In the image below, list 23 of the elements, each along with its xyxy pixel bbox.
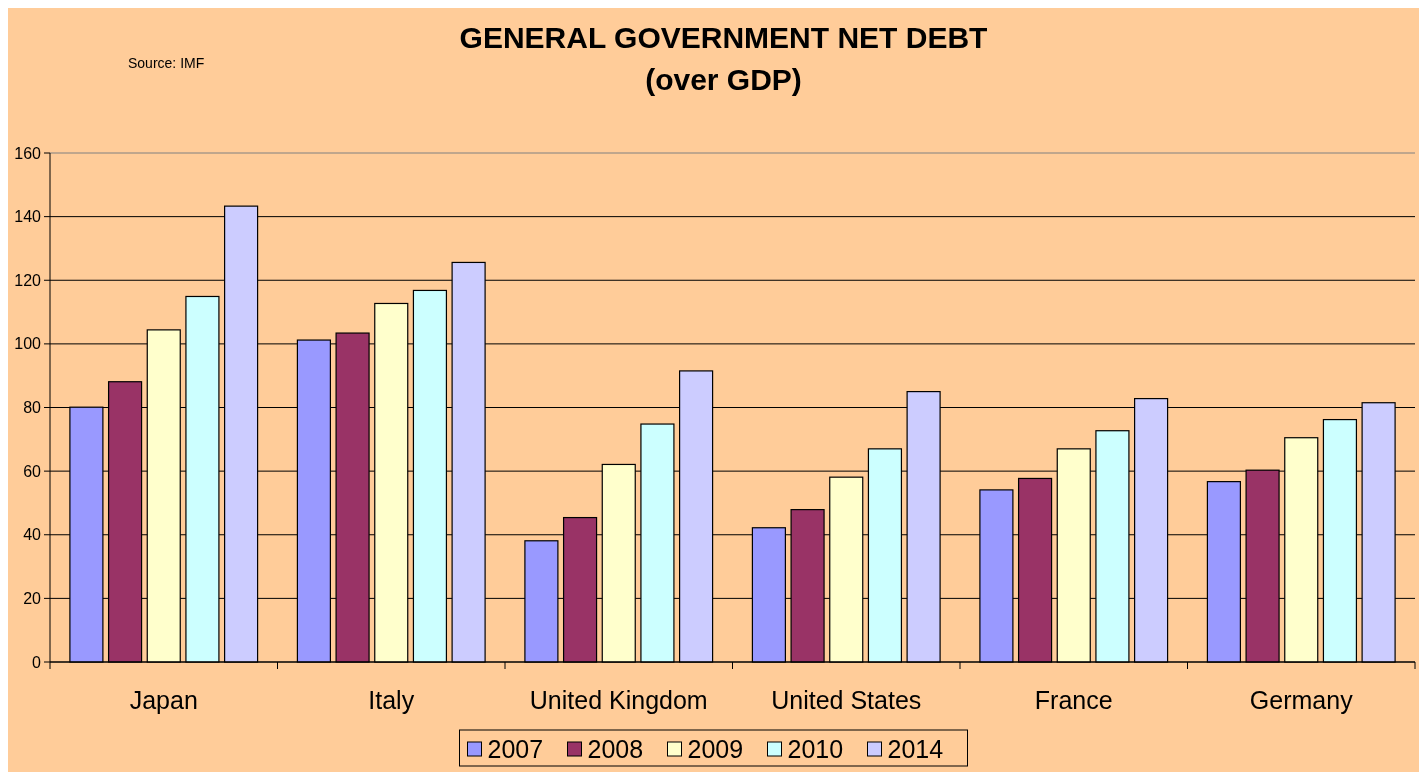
y-tick-label: 20 (23, 589, 42, 607)
x-tick-label: Japan (129, 686, 198, 714)
legend-label: 2010 (787, 734, 844, 763)
y-tick-label: 40 (23, 526, 42, 544)
y-tick-label: 60 (23, 462, 42, 480)
legend-label: 2007 (487, 734, 544, 763)
x-tick-label: France (1034, 686, 1113, 714)
chart-title: GENERAL GOVERNMENT NET DEBT (459, 21, 988, 54)
x-tick-label: United Kingdom (529, 686, 708, 714)
legend-label: 2008 (587, 734, 644, 763)
y-tick-label: 0 (32, 653, 42, 671)
x-tick-label: United States (771, 686, 922, 714)
y-tick-label: 80 (23, 399, 42, 417)
x-tick-label: Germany (1249, 686, 1354, 714)
chart-subtitle: (over GDP) (645, 63, 802, 96)
source-note: Source: IMF (128, 55, 205, 71)
y-tick-label: 140 (14, 208, 42, 226)
y-tick-label: 160 (14, 144, 42, 162)
y-tick-label: 100 (14, 335, 42, 353)
legend-label: 2014 (887, 734, 944, 763)
x-tick-label: Italy (368, 686, 415, 714)
legend-label: 2009 (687, 734, 744, 763)
y-tick-label: 120 (14, 271, 42, 289)
